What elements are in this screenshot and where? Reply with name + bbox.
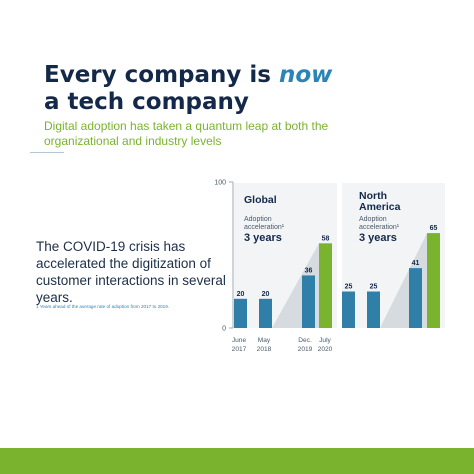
title-line1: Every company is xyxy=(44,62,279,88)
panel-global-annotation-label: Adoption acceleration¹ xyxy=(244,216,285,231)
bar-value-label: 20 xyxy=(262,291,270,298)
category-label: July 2020 xyxy=(318,337,333,353)
category-label: June 2017 xyxy=(232,337,247,353)
bar xyxy=(302,275,315,328)
bar-value-label: 20 xyxy=(237,291,245,298)
bar-value-label: 25 xyxy=(370,284,378,291)
bar-value-label: 25 xyxy=(345,284,353,291)
bar xyxy=(234,298,247,328)
panel-na-annotation-value: 3 years xyxy=(359,232,397,244)
bar xyxy=(342,291,355,328)
subtitle: Digital adoption has taken a quantum lea… xyxy=(44,119,329,148)
panel-na-title: North America xyxy=(359,190,401,213)
title-emphasis: now xyxy=(279,62,333,88)
y-tick-label: 0 xyxy=(222,326,226,333)
bar-value-label: 58 xyxy=(322,235,330,242)
bar xyxy=(319,243,332,328)
category-label: Dec. 2019 xyxy=(298,337,313,353)
panel-global-title: Global xyxy=(244,194,277,206)
bar xyxy=(427,233,440,328)
body-text: The COVID-19 crisis has accelerated the … xyxy=(36,239,226,305)
category-label: May 2018 xyxy=(257,337,272,353)
footnote: 1 Years ahead of the average rate of ado… xyxy=(36,304,170,309)
bottom-accent-bar xyxy=(0,448,474,474)
panel-na-annotation-label: Adoption acceleration¹ xyxy=(359,216,400,231)
title-line2: a tech company xyxy=(44,89,249,115)
bar-value-label: 41 xyxy=(412,260,420,267)
bar-value-label: 36 xyxy=(305,267,313,274)
bar xyxy=(367,291,380,328)
bar xyxy=(259,298,272,328)
divider xyxy=(30,152,64,153)
bar-value-label: 65 xyxy=(430,225,438,232)
panel-global-annotation-value: 3 years xyxy=(244,232,282,244)
y-tick-label: 100 xyxy=(214,180,226,187)
bar xyxy=(409,268,422,328)
page-title: Every company is now a tech company xyxy=(44,62,444,116)
